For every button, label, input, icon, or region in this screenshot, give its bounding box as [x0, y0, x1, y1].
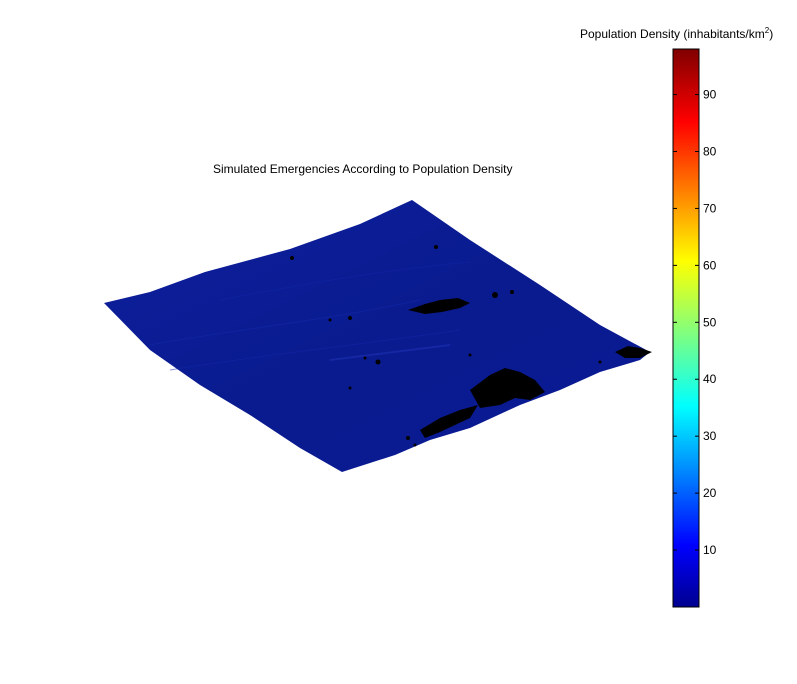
- chart-title: Simulated Emergencies According to Popul…: [213, 162, 513, 176]
- surface-plot: [104, 200, 652, 472]
- colorbar-label-superscript: 2: [764, 26, 770, 35]
- colorbar-tick-label: 50: [703, 315, 717, 329]
- colorbar-label-suffix: ): [769, 27, 774, 41]
- dense-area-1: [406, 368, 545, 447]
- colorbar-tick-label: 70: [703, 201, 717, 215]
- colorbar-label-text: Population Density (inhabitants/km: [580, 27, 765, 41]
- colorbar-tick-label: 20: [703, 486, 717, 500]
- colorbar-tick-label: 60: [703, 258, 717, 272]
- colorbar: 10 20 30 40 50 60 70 80 90: [672, 48, 717, 608]
- colorbar-gradient: [672, 48, 700, 608]
- colorbar-label: Population Density (inhabitants/km2): [580, 26, 773, 41]
- colorbar-tick-label: 30: [703, 429, 717, 443]
- surface-base: [104, 200, 650, 472]
- colorbar-tick-label: 40: [703, 372, 717, 386]
- colorbar-tick-label: 10: [703, 543, 717, 557]
- colorbar-tick-label: 80: [703, 144, 717, 158]
- colorbar-ticks: 10 20 30 40 50 60 70 80 90: [673, 88, 717, 557]
- dense-area-2: [328, 290, 514, 322]
- scattered-points: [290, 245, 472, 390]
- dense-area-3: [598, 346, 652, 364]
- colorbar-tick-label: 90: [703, 88, 717, 102]
